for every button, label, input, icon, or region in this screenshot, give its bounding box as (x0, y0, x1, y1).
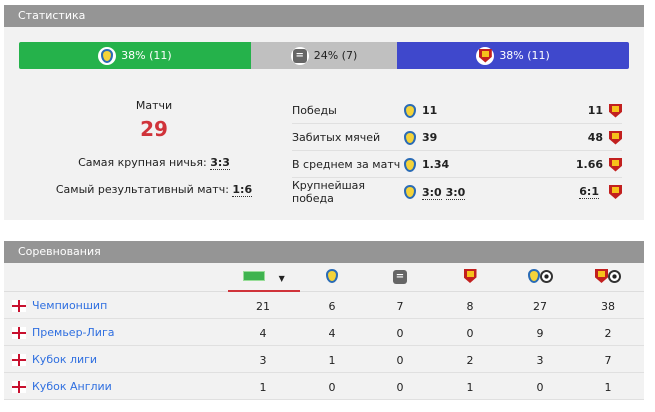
cell-value: 8 (466, 300, 474, 313)
draws-label: 24% (7) (313, 49, 358, 62)
col-watford-goals[interactable] (573, 269, 643, 283)
highest-scoring: Самый результативный матч: 1:6 (55, 183, 253, 197)
cell-value: 7 (396, 300, 404, 313)
matches-count: 29 (140, 117, 168, 141)
biggest-draw-link[interactable]: 3:3 (210, 156, 230, 170)
table-row: Кубок лиги 3 1 0 2 3 7 (4, 346, 644, 373)
leeds-crest-icon (527, 269, 540, 283)
draw-icon: = (393, 269, 407, 284)
table-row: Премьер-Лига 4 4 0 0 9 2 (4, 319, 644, 346)
cell-value: 1 (466, 381, 474, 394)
home-wins-label: 38% (11) (121, 49, 172, 62)
cell-value: 3 (536, 354, 544, 367)
results-bar: 38% (11) = 24% (7) 38% (11) (19, 42, 629, 69)
stat-row-biggest-win: Крупнейшая победа 3:0 3:0 6:1 (292, 179, 622, 205)
home-wins-segment: 38% (11) (19, 42, 251, 69)
stats-section: Статистика 38% (11) = 24% (7) 38% (11) Ма… (4, 5, 644, 220)
home-biggest-win-link[interactable]: 3:0 (422, 185, 442, 200)
cell-value: 0 (328, 381, 336, 394)
cell-value: 0 (536, 381, 544, 394)
competitions-section: Соревнования ▼ = Чемпионшип 21 6 7 8 27 38 Прем… (4, 241, 644, 400)
sort-matches-column[interactable]: ▼ (228, 271, 300, 292)
cell-value: 1 (328, 354, 336, 367)
col-watford-wins[interactable] (435, 269, 505, 283)
cell-value: 2 (604, 327, 612, 340)
competition-link[interactable]: Кубок Англии (12, 380, 112, 393)
cell-value: 4 (328, 327, 336, 340)
stat-row-wins: Победы 11 11 (292, 98, 622, 124)
cell-value: 6 (328, 300, 336, 313)
away-wins-label: 38% (11) (499, 49, 550, 62)
stat-row-goals: Забитых мячей 39 48 (292, 125, 622, 151)
england-flag-icon (12, 380, 26, 393)
cell-value: 27 (533, 300, 547, 313)
cell-value: 0 (396, 381, 404, 394)
cell-value: 2 (466, 354, 474, 367)
cell-value: 0 (466, 327, 474, 340)
cell-value: 21 (256, 300, 270, 313)
cell-value: 9 (536, 327, 544, 340)
ball-icon (539, 269, 553, 283)
home-biggest-win-link-2[interactable]: 3:0 (445, 185, 466, 200)
pitch-icon (243, 271, 266, 281)
england-flag-icon (12, 353, 26, 366)
cell-value: 7 (604, 354, 612, 367)
draw-icon: = (292, 48, 307, 63)
ball-icon (608, 269, 621, 283)
cell-value: 0 (396, 354, 404, 367)
watford-crest-icon (463, 269, 477, 283)
col-draws[interactable]: = (365, 269, 435, 284)
leeds-crest-icon (326, 269, 338, 283)
cell-value: 0 (396, 327, 404, 340)
table-header: ▼ = (4, 263, 644, 292)
highest-scoring-link[interactable]: 1:6 (232, 183, 253, 197)
biggest-draw: Самая крупная ничья: 3:3 (78, 156, 230, 170)
stat-row-average: В среднем за матч 1.34 1.66 (292, 152, 622, 178)
cell-value: 1 (604, 381, 612, 394)
table-row: Чемпионшип 21 6 7 8 27 38 (4, 292, 644, 319)
competition-link[interactable]: Премьер-Лига (12, 326, 114, 339)
competition-link[interactable]: Кубок лиги (12, 353, 97, 366)
col-leeds-wins[interactable] (297, 269, 367, 283)
england-flag-icon (12, 326, 26, 339)
away-biggest-win-link[interactable]: 6:1 (579, 185, 599, 199)
watford-crest-icon (595, 269, 608, 283)
table-row: Кубок Англии 1 0 0 1 0 1 (4, 373, 644, 400)
stats-header: Статистика (4, 5, 644, 27)
england-flag-icon (12, 299, 26, 312)
cell-value: 3 (259, 354, 267, 367)
leeds-crest-icon (101, 48, 114, 63)
cell-value: 1 (259, 381, 267, 394)
competitions-header: Соревнования (4, 241, 644, 263)
cell-value: 4 (259, 327, 267, 340)
sort-down-icon: ▼ (278, 274, 285, 283)
cell-value: 38 (601, 300, 615, 313)
competition-link[interactable]: Чемпионшип (12, 299, 107, 312)
col-leeds-goals[interactable] (505, 269, 575, 283)
matches-label: Матчи (135, 99, 173, 112)
away-wins-segment: 38% (11) (397, 42, 629, 69)
draws-segment: = 24% (7) (250, 42, 398, 69)
watford-crest-icon (478, 48, 492, 63)
